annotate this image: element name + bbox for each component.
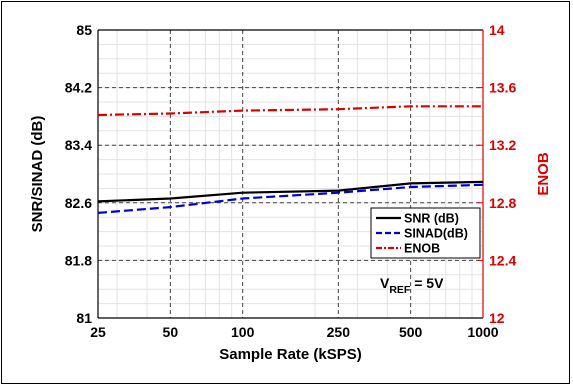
legend-label: ENOB [404, 242, 440, 256]
vref-annotation: VREF = 5V [380, 275, 444, 296]
y-right-tick-label: 12.4 [489, 252, 516, 268]
x-tick-label: 1000 [467, 324, 498, 340]
y-left-axis-label: SNR/SINAD (dB) [29, 116, 46, 233]
y-right-tick-label: 13.6 [489, 80, 516, 96]
y-left-tick-label: 82.6 [65, 195, 92, 211]
x-tick-label: 250 [327, 324, 351, 340]
legend-label: SNR (dB) [404, 212, 459, 226]
y-right-axis-label: ENOB [535, 152, 552, 196]
y-left-tick-label: 81 [76, 310, 92, 326]
series-line-snr-db [97, 180, 484, 203]
y-right-tick-label: 14 [489, 22, 505, 38]
series-line-enob [97, 105, 483, 117]
x-tick-label: 25 [90, 324, 106, 340]
x-axis-label: Sample Rate (kSPS) [219, 346, 362, 363]
y-left-tick-label: 83.4 [65, 137, 92, 153]
y-left-tick-label: 85 [76, 22, 92, 38]
y-right-tick-label: 12 [489, 310, 505, 326]
x-tick-label: 500 [399, 324, 423, 340]
x-tick-label: 50 [163, 324, 179, 340]
y-left-tick-label: 81.8 [65, 252, 92, 268]
series-line-sinad-db [97, 183, 484, 214]
y-left-tick-label: 84.2 [65, 80, 92, 96]
legend-label: SINAD(dB) [404, 227, 468, 241]
x-tick-label: 100 [231, 324, 255, 340]
y-right-tick-label: 12.8 [489, 195, 516, 211]
y-right-tick-label: 13.2 [489, 137, 516, 153]
